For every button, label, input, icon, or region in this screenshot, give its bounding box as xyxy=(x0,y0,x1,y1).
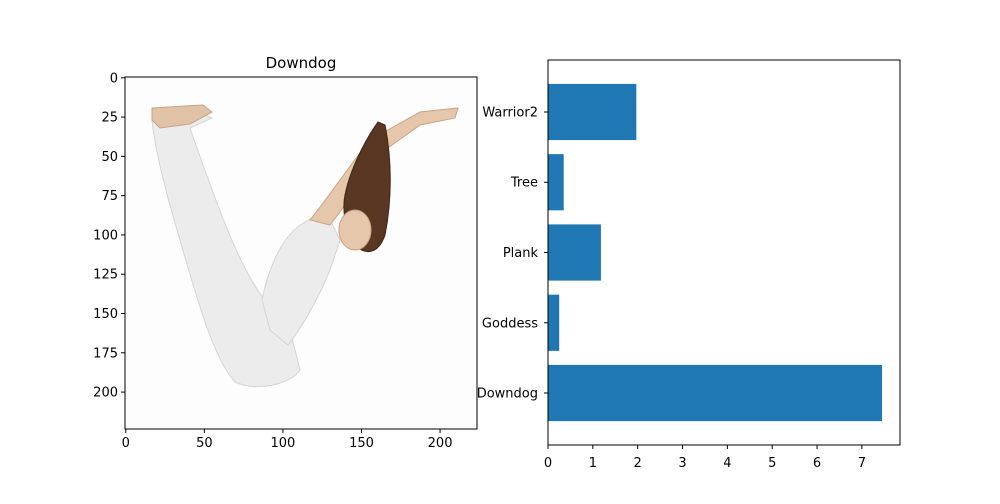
image-y-tick-label: 25 xyxy=(101,111,118,126)
bar-y-tick-label: Plank xyxy=(503,246,539,261)
bar-warrior2 xyxy=(548,83,637,141)
bar-x-tick-label: 3 xyxy=(678,456,686,471)
bar-plank xyxy=(548,224,601,281)
image-x-tick-label: 0 xyxy=(122,436,130,451)
image-title: Downdog xyxy=(266,54,337,72)
image-panel: Downdog 0 50 100 150 200 0 25 50 75 100 125 150 175… xyxy=(93,54,478,451)
bar-y-tick-label: Tree xyxy=(510,176,538,191)
image-x-tick-label: 100 xyxy=(271,436,296,451)
bar-y-tick-label: Warrior2 xyxy=(482,105,538,120)
bar-goddess xyxy=(548,294,560,351)
image-y-tick-label: 175 xyxy=(93,346,118,361)
bar-x-axis: 0 1 2 3 4 5 6 7 xyxy=(544,445,866,471)
image-frame xyxy=(124,76,478,430)
bar-tree xyxy=(548,154,564,211)
bar-downdog xyxy=(548,364,883,422)
image-y-tick-label: 75 xyxy=(101,189,118,204)
image-y-tick-label: 50 xyxy=(101,150,118,165)
bar-x-tick-label: 7 xyxy=(858,456,866,471)
bar-y-axis: Downdog Goddess Plank Tree Warrior2 xyxy=(477,105,548,402)
image-y-axis: 0 25 50 75 100 125 150 175 200 xyxy=(93,71,125,401)
bar-x-tick-label: 2 xyxy=(634,456,642,471)
image-y-tick-label: 200 xyxy=(93,386,118,401)
bar-y-tick-label: Goddess xyxy=(482,316,538,331)
image-y-tick-label: 125 xyxy=(93,268,118,283)
bar-x-tick-label: 4 xyxy=(723,456,731,471)
bars xyxy=(548,83,883,422)
image-y-tick-label: 100 xyxy=(93,228,118,243)
image-y-tick-label: 0 xyxy=(110,71,118,86)
image-x-tick-label: 150 xyxy=(349,436,374,451)
bar-chart-panel: 0 1 2 3 4 5 6 7 Downdog Goddess Plank Tree Warrior2 xyxy=(477,59,901,471)
bar-x-tick-label: 0 xyxy=(544,456,552,471)
yoga-pose-photo xyxy=(125,77,477,429)
image-x-axis: 0 50 100 150 200 xyxy=(122,429,453,451)
bar-x-tick-label: 5 xyxy=(768,456,776,471)
bar-x-tick-label: 1 xyxy=(589,456,597,471)
image-x-tick-label: 50 xyxy=(196,436,213,451)
bar-x-tick-label: 6 xyxy=(813,456,821,471)
bar-y-tick-label: Downdog xyxy=(477,387,538,402)
image-y-tick-label: 150 xyxy=(93,307,118,322)
image-x-tick-label: 200 xyxy=(428,436,453,451)
